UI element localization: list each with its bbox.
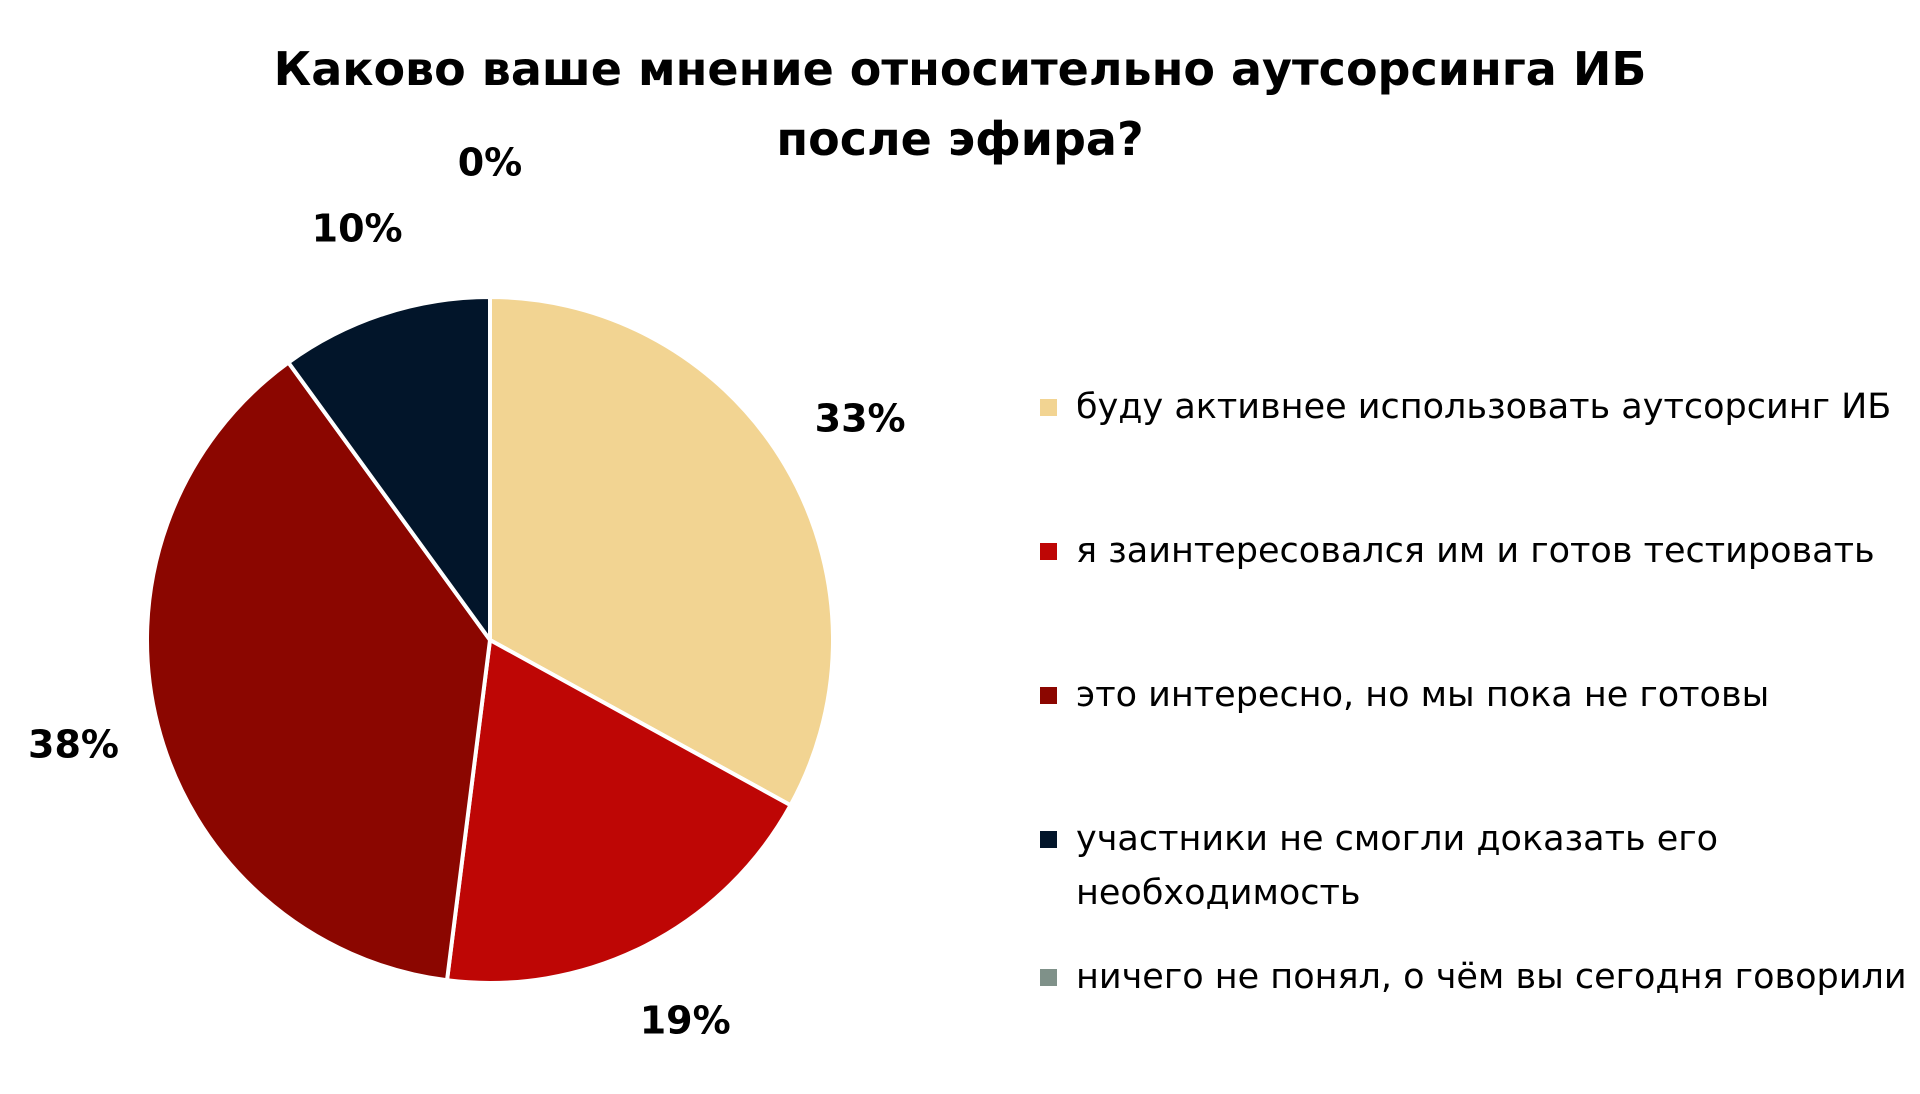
legend-item: ничего не понял, о чём вы сегодня говори… [1040, 950, 1910, 1004]
legend-item: это интересно, но мы пока не готовы [1040, 668, 1910, 722]
legend-label: участники не смогли доказать его необход… [1076, 819, 1719, 913]
legend-item: буду активнее использовать аутсорсинг ИБ [1040, 380, 1910, 434]
legend-label: это интересно, но мы пока не готовы [1076, 675, 1770, 715]
chart-title-line-1: Каково ваше мнение относительно аутсорси… [273, 42, 1647, 96]
pie-slice [488, 295, 835, 808]
legend-swatch [1040, 543, 1057, 560]
slice-percent-label: 38% [28, 722, 119, 766]
pie-slice [445, 638, 793, 985]
legend-label: буду активнее использовать аутсорсинг ИБ [1076, 387, 1892, 427]
slice-percent-label: 10% [312, 207, 403, 251]
legend-item: участники не смогли доказать его необход… [1040, 812, 1776, 920]
legend-swatch [1040, 831, 1057, 848]
legend-swatch [1040, 399, 1057, 416]
chart-title-line-2: после эфира? [776, 112, 1144, 166]
legend-swatch [1040, 969, 1057, 986]
legend: буду активнее использовать аутсорсинг ИБ… [1040, 380, 1910, 1094]
pie-slice [145, 360, 492, 983]
legend-item: я заинтересовался им и готов тестировать [1040, 524, 1910, 578]
slice-percent-label: 0% [458, 141, 523, 185]
legend-swatch [1040, 687, 1057, 704]
slice-percent-label: 33% [815, 397, 906, 441]
pie-slice [286, 295, 492, 642]
chart-title: Каково ваше мнение относительно аутсорси… [0, 34, 1920, 174]
legend-label: я заинтересовался им и готов тестировать [1076, 531, 1875, 571]
slice-percent-label: 19% [640, 999, 731, 1043]
legend-label: ничего не понял, о чём вы сегодня говори… [1076, 957, 1907, 997]
